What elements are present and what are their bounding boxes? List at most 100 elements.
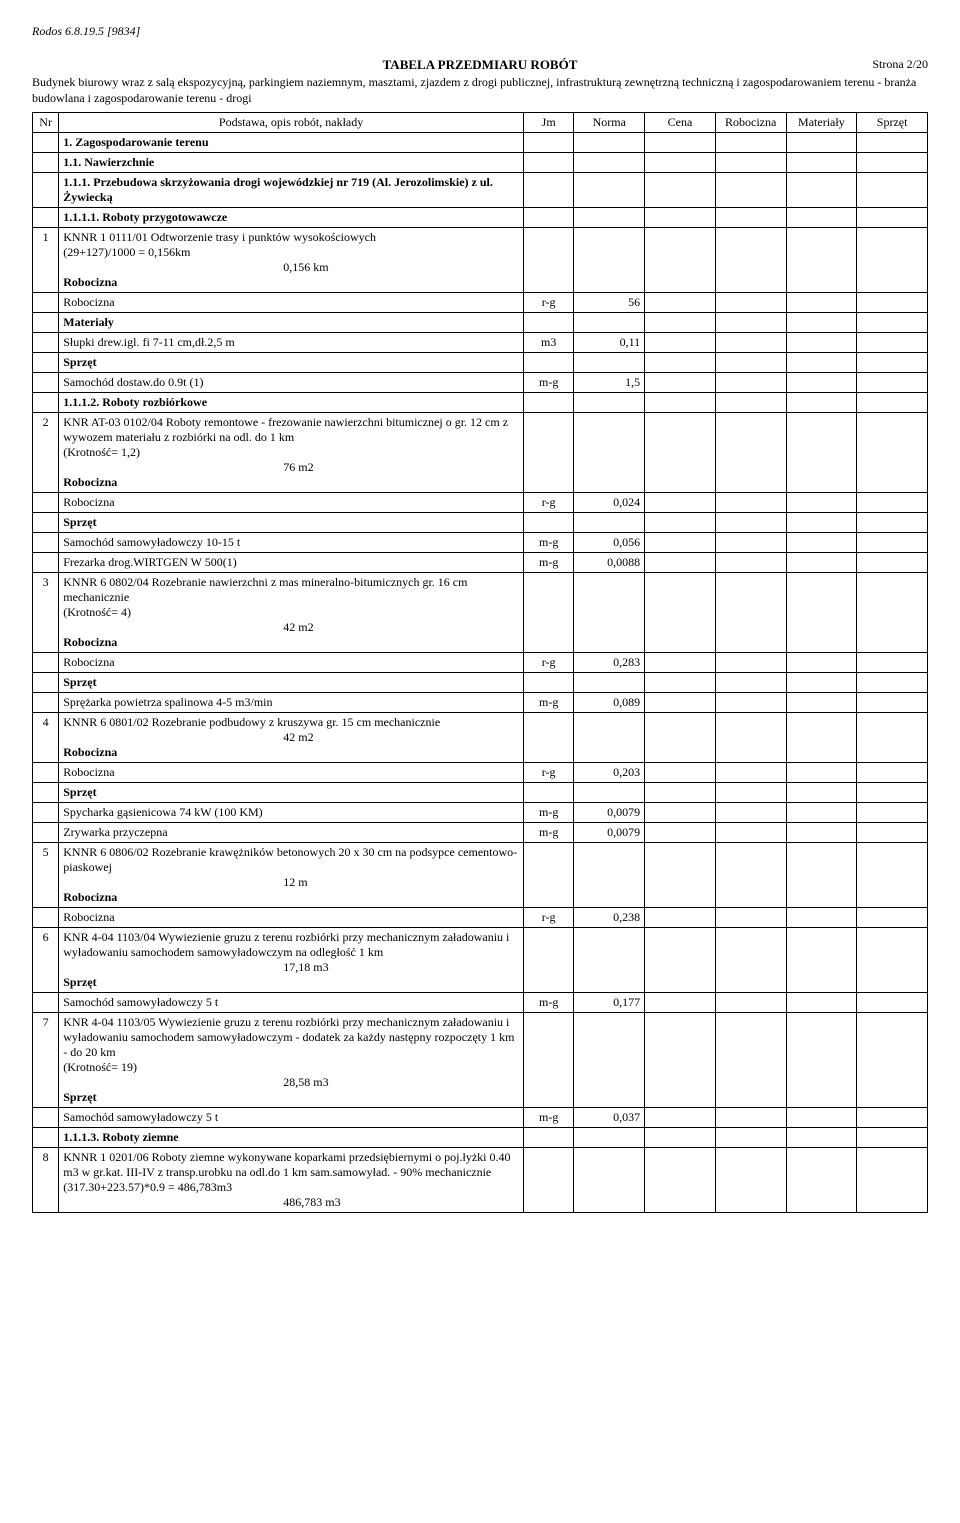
row-title: KNR 4-04 1103/04 Wywiezienie gruzu z ter… <box>63 930 519 960</box>
material-line: Słupki drew.igl. fi 7-11 cm,dł.2,5 m <box>59 333 524 353</box>
sprzet-line: Samochód samowyładowczy 10-15 t <box>59 533 524 553</box>
section-1-1-1-3: 1.1.1.3. Roboty ziemne <box>59 1128 524 1148</box>
row-desc: KNR 4-04 1103/04 Wywiezienie gruzu z ter… <box>59 928 524 993</box>
section-1-1-1-2: 1.1.1.2. Roboty rozbiórkowe <box>59 393 524 413</box>
table-row: 1 KNNR 1 0111/01 Odtworzenie trasy i pun… <box>33 228 928 293</box>
row-nr: 6 <box>33 928 59 993</box>
section-1-1: 1.1. Nawierzchnie <box>59 153 524 173</box>
col-nr: Nr <box>33 113 59 133</box>
jm: m-g <box>523 993 574 1013</box>
row-nr: 8 <box>33 1148 59 1213</box>
col-desc: Podstawa, opis robót, nakłady <box>59 113 524 133</box>
norma: 0,024 <box>574 493 645 513</box>
section-row: 1.1.1.1. Roboty przygotowawcze <box>33 208 928 228</box>
table-row: Sprężarka powietrza spalinowa 4-5 m3/min… <box>33 693 928 713</box>
row-desc: KNNR 6 0802/04 Rozebranie nawierzchni z … <box>59 573 524 653</box>
jm: r-g <box>523 763 574 783</box>
doc-header: Rodos 6.8.19.5 [9834] <box>32 24 928 39</box>
table-row: Robocizna r-g 0,238 <box>33 908 928 928</box>
row-title: KNNR 6 0801/02 Rozebranie podbudowy z kr… <box>63 715 519 730</box>
robocizna-line: Robocizna <box>59 763 524 783</box>
label-sprzet: Sprzęt <box>59 673 524 693</box>
title-row: TABELA PRZEDMIARU ROBÓT Strona 2/20 <box>32 57 928 73</box>
section-1: 1. Zagospodarowanie terenu <box>59 133 524 153</box>
table-row: Samochód samowyładowczy 5 t m-g 0,037 <box>33 1108 928 1128</box>
col-cena: Cena <box>645 113 716 133</box>
jm: r-g <box>523 293 574 313</box>
row-qty: 28,58 m3 <box>63 1075 519 1090</box>
table-row: Sprzęt <box>33 513 928 533</box>
row-krotnosc: (Krotność= 19) <box>63 1060 519 1075</box>
norma: 0,203 <box>574 763 645 783</box>
robocizna-line: Robocizna <box>59 493 524 513</box>
table-row: Robocizna r-g 0,283 <box>33 653 928 673</box>
sprzet-line: Spycharka gąsienicowa 74 kW (100 KM) <box>59 803 524 823</box>
row-desc: KNNR 1 0111/01 Odtworzenie trasy i punkt… <box>59 228 524 293</box>
row-nr: 2 <box>33 413 59 493</box>
norma: 0,177 <box>574 993 645 1013</box>
table-row: 6 KNR 4-04 1103/04 Wywiezienie gruzu z t… <box>33 928 928 993</box>
table-row: Słupki drew.igl. fi 7-11 cm,dł.2,5 m m3 … <box>33 333 928 353</box>
label-robocizna: Robocizna <box>63 635 519 650</box>
table-row: Frezarka drog.WIRTGEN W 500(1) m-g 0,008… <box>33 553 928 573</box>
table-row: 8 KNNR 1 0201/06 Roboty ziemne wykonywan… <box>33 1148 928 1213</box>
row-desc: KNR AT-03 0102/04 Roboty remontowe - fre… <box>59 413 524 493</box>
norma: 0,0079 <box>574 823 645 843</box>
label-robocizna: Robocizna <box>63 275 519 290</box>
label-sprzet: Sprzęt <box>59 513 524 533</box>
table-row: Robocizna r-g 0,203 <box>33 763 928 783</box>
row-title: KNR AT-03 0102/04 Roboty remontowe - fre… <box>63 415 519 445</box>
label-robocizna: Robocizna <box>63 890 519 905</box>
table-row: Spycharka gąsienicowa 74 kW (100 KM) m-g… <box>33 803 928 823</box>
jm: m3 <box>523 333 574 353</box>
norma: 0,037 <box>574 1108 645 1128</box>
row-nr: 5 <box>33 843 59 908</box>
table-row: Robocizna r-g 56 <box>33 293 928 313</box>
table-row: Samochód samowyładowczy 5 t m-g 0,177 <box>33 993 928 1013</box>
row-calc: (29+127)/1000 = 0,156km <box>63 245 519 260</box>
sprzet-line: Frezarka drog.WIRTGEN W 500(1) <box>59 553 524 573</box>
norma: 0,238 <box>574 908 645 928</box>
row-title: KNNR 1 0201/06 Roboty ziemne wykonywane … <box>63 1150 519 1180</box>
row-title: KNNR 6 0802/04 Rozebranie nawierzchni z … <box>63 575 519 605</box>
jm: m-g <box>523 823 574 843</box>
table-row: 2 KNR AT-03 0102/04 Roboty remontowe - f… <box>33 413 928 493</box>
norma: 0,283 <box>574 653 645 673</box>
norma: 0,0088 <box>574 553 645 573</box>
section-row: 1. Zagospodarowanie terenu <box>33 133 928 153</box>
row-qty: 17,18 m3 <box>63 960 519 975</box>
table-row: 5 KNNR 6 0806/02 Rozebranie krawężników … <box>33 843 928 908</box>
jm: r-g <box>523 908 574 928</box>
jm: m-g <box>523 1108 574 1128</box>
jm: m-g <box>523 803 574 823</box>
jm: m-g <box>523 553 574 573</box>
row-title: KNR 4-04 1103/05 Wywiezienie gruzu z ter… <box>63 1015 519 1060</box>
jm: m-g <box>523 533 574 553</box>
jm: m-g <box>523 373 574 393</box>
row-nr: 4 <box>33 713 59 763</box>
sprzet-line: Samochód dostaw.do 0.9t (1) <box>59 373 524 393</box>
table-row: Robocizna r-g 0,024 <box>33 493 928 513</box>
table-row: Samochód dostaw.do 0.9t (1) m-g 1,5 <box>33 373 928 393</box>
robocizna-line: Robocizna <box>59 908 524 928</box>
robocizna-line: Robocizna <box>59 293 524 313</box>
norma: 1,5 <box>574 373 645 393</box>
norma: 0,089 <box>574 693 645 713</box>
table-row: Sprzęt <box>33 353 928 373</box>
row-krotnosc: (Krotność= 4) <box>63 605 519 620</box>
row-title: KNNR 6 0806/02 Rozebranie krawężników be… <box>63 845 519 875</box>
robocizna-line: Robocizna <box>59 653 524 673</box>
col-materialy: Materiały <box>786 113 857 133</box>
row-calc: (317.30+223.57)*0.9 = 486,783m3 <box>63 1180 519 1195</box>
jm: r-g <box>523 653 574 673</box>
row-nr: 7 <box>33 1013 59 1108</box>
table-row: 7 KNR 4-04 1103/05 Wywiezienie gruzu z t… <box>33 1013 928 1108</box>
label-sprzet: Sprzęt <box>63 975 519 990</box>
norma: 56 <box>574 293 645 313</box>
row-desc: KNNR 1 0201/06 Roboty ziemne wykonywane … <box>59 1148 524 1213</box>
table-row: Sprzęt <box>33 673 928 693</box>
col-norma: Norma <box>574 113 645 133</box>
row-qty: 0,156 km <box>63 260 519 275</box>
table-row: 4 KNNR 6 0801/02 Rozebranie podbudowy z … <box>33 713 928 763</box>
row-qty: 76 m2 <box>63 460 519 475</box>
